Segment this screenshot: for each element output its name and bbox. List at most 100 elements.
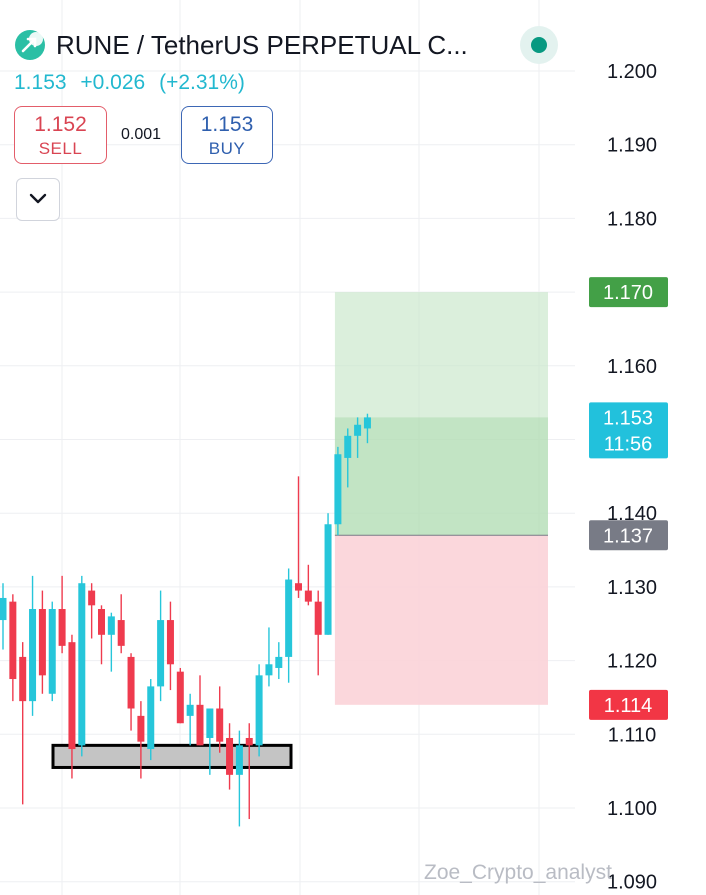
price-change-percent: (+2.31%) [159, 71, 245, 94]
buy-button[interactable]: 1.153 BUY [181, 106, 273, 164]
candle-body [88, 590, 96, 606]
price-badge: 1.170 [589, 277, 668, 308]
y-tick-label: 1.100 [607, 798, 657, 820]
y-tick-label: 1.110 [608, 724, 657, 746]
candle [29, 575, 37, 716]
spread-value: 0.001 [121, 126, 162, 143]
collapse-toggle-button[interactable] [16, 178, 60, 221]
sell-label: SELL [38, 139, 83, 158]
candle [354, 417, 362, 458]
y-tick-label: 1.180 [607, 208, 657, 230]
price-badge-bg [589, 277, 668, 308]
candle-body [117, 620, 125, 646]
symbol-title[interactable]: RUNE / TetherUS PERPETUAL C... [56, 30, 468, 60]
candle-body [98, 609, 105, 635]
candle [58, 575, 66, 654]
candle-body [354, 424, 362, 436]
profit-zone-filled [334, 417, 548, 536]
candle-body [334, 454, 342, 525]
candle [334, 446, 342, 536]
price-badge: 1.114 [589, 689, 668, 720]
last-price: 1.153 [14, 71, 67, 94]
candle [147, 679, 155, 761]
candle [88, 583, 96, 639]
candle [226, 723, 234, 790]
price-badge-bg [589, 402, 668, 459]
candle [137, 701, 145, 779]
candle-body [363, 417, 371, 429]
profit-zone [334, 292, 548, 536]
candle [196, 675, 204, 746]
candle [78, 575, 86, 757]
candle [324, 513, 332, 635]
candle-body [9, 601, 17, 680]
candle [304, 564, 312, 606]
y-tick-label: 1.120 [607, 651, 657, 673]
candle [98, 605, 105, 665]
candle-body [157, 620, 165, 687]
rune-coin-icon [15, 30, 45, 60]
support-zone-box [51, 743, 293, 769]
candle [206, 708, 214, 775]
price-badge-bg [589, 689, 668, 720]
y-tick-label: 1.190 [607, 135, 657, 157]
candle-body [245, 737, 253, 746]
candle [157, 590, 165, 702]
price-badge-label: 1.137 [603, 525, 653, 547]
candle [245, 723, 253, 820]
candle [0, 583, 7, 650]
sell-button[interactable]: 1.152 SELL [14, 106, 107, 164]
candle-body [176, 671, 184, 724]
candle [216, 686, 224, 753]
candle-body [166, 620, 174, 665]
candle-body [58, 609, 66, 646]
candle-body [186, 704, 194, 716]
candle-body [255, 675, 263, 746]
candle-body [265, 664, 273, 676]
candle-body [0, 597, 7, 621]
candle-body [127, 656, 135, 709]
candle-body [196, 704, 204, 746]
candle-body [295, 583, 302, 591]
chevron-down-icon [29, 193, 47, 204]
candle [186, 693, 194, 746]
candle [68, 634, 76, 779]
candle [235, 730, 243, 827]
candle-body [137, 715, 145, 742]
y-tick-label: 1.130 [607, 577, 657, 599]
price-badge-label: 1.153 [603, 407, 653, 429]
candle [363, 413, 371, 444]
candle [9, 594, 17, 702]
candle [107, 612, 115, 672]
candle-body [206, 708, 214, 738]
candle-body [226, 737, 234, 775]
y-tick-label: 1.090 [607, 872, 657, 894]
price-badge-bg [589, 520, 668, 551]
candle-body [107, 616, 115, 635]
candle-body [285, 579, 293, 657]
candle [48, 601, 56, 702]
candle [255, 664, 263, 757]
candle [275, 642, 283, 680]
candle-body [324, 524, 332, 635]
candle-body [275, 656, 283, 668]
candle-body [29, 609, 37, 702]
price-badge: 1.137 [589, 520, 668, 551]
candle [127, 653, 135, 731]
candle [19, 642, 27, 805]
candle [176, 667, 184, 724]
candle [314, 590, 322, 676]
y-tick-label: 1.160 [607, 356, 657, 378]
market-status-indicator[interactable] [520, 26, 558, 64]
loss-zone [334, 535, 548, 705]
watermark: Zoe_Crypto_analyst [424, 861, 612, 884]
candle-body [68, 642, 76, 750]
price-badge: 1.153 11:56 [589, 402, 668, 459]
candle [265, 627, 273, 687]
candle-body [344, 435, 352, 458]
candle-body [78, 583, 86, 746]
price-badge-label: 1.114 [604, 695, 653, 717]
price-badge-label: 1.170 [603, 282, 653, 304]
chart-header: RUNE / TetherUS PERPETUAL C... 1.153 +0.… [0, 0, 706, 230]
